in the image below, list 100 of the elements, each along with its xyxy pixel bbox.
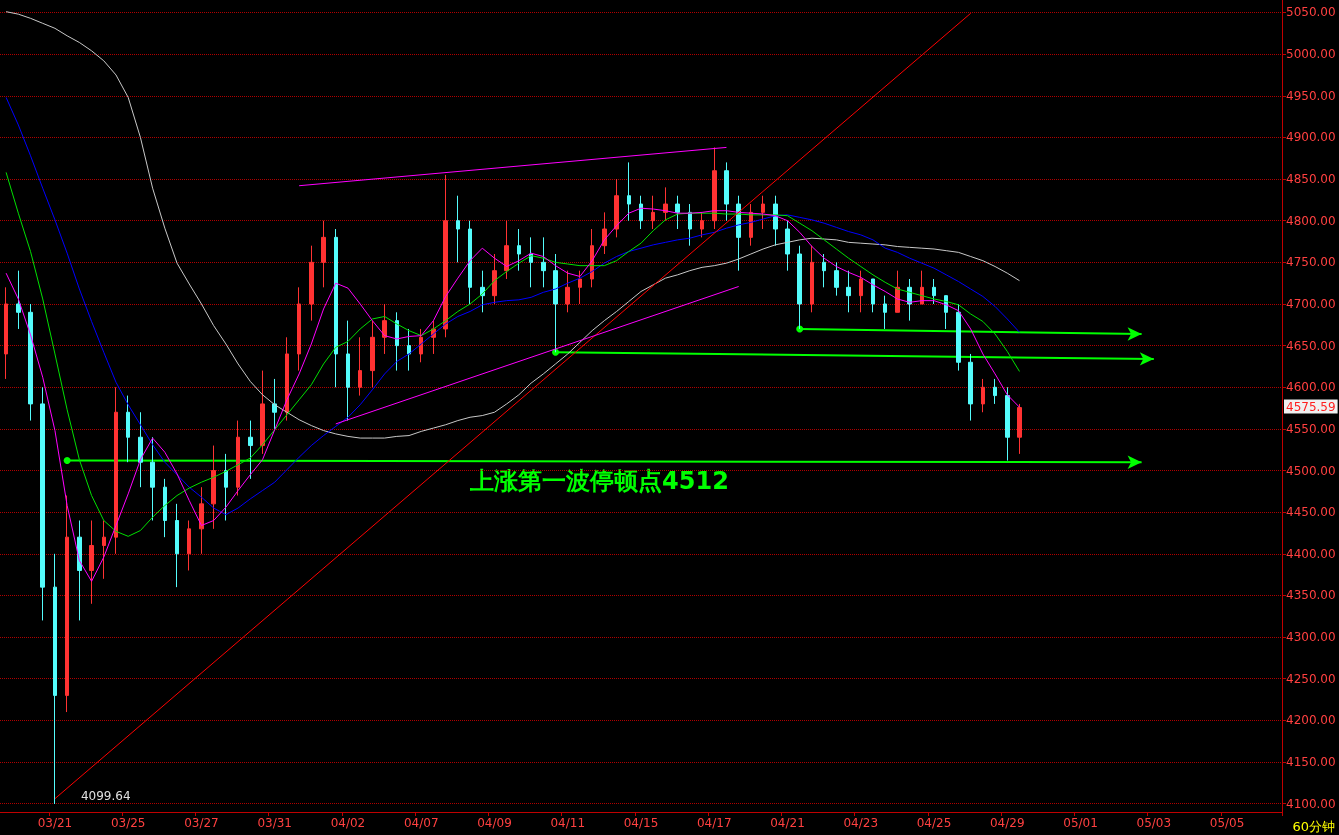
x-tick-label: 05/05 [1209, 816, 1245, 830]
candlestick [358, 336, 362, 397]
y-tick-label: 4850.00 [1286, 172, 1336, 187]
x-tick-label: 04/21 [770, 816, 805, 830]
y-tick-label: 4300.00 [1286, 630, 1336, 645]
candlestick [370, 320, 375, 388]
candlestick [321, 220, 326, 288]
candlestick [419, 328, 423, 363]
y-tick-label: 4350.00 [1286, 588, 1336, 603]
y-tick-label: 4400.00 [1286, 546, 1336, 561]
x-tick-label: 03/21 [37, 816, 73, 830]
candlestick [846, 270, 851, 313]
candlestick [40, 386, 45, 621]
candlestick [16, 270, 21, 330]
candlestick [1017, 403, 1022, 455]
y-tick-label: 4500.00 [1286, 463, 1336, 478]
y-tick-label: 4600.00 [1286, 380, 1336, 395]
text: 4575.59 [1286, 399, 1336, 414]
candlestick [443, 174, 448, 338]
candlestick [993, 378, 997, 405]
x-tick-label: 05/01 [1063, 816, 1098, 830]
candlestick [126, 395, 130, 463]
candlestick [797, 245, 802, 330]
candlestick [236, 420, 240, 497]
candlestick [785, 220, 790, 272]
annotation: 4099.64 [80, 788, 131, 803]
candlestick [504, 220, 509, 280]
candlestick [541, 236, 546, 288]
x-tick-label: 03/31 [257, 816, 293, 830]
line-series [5, 11, 1020, 439]
candlestick [175, 503, 179, 588]
candlestick [688, 203, 692, 247]
candlestick [456, 195, 460, 263]
candlestick [810, 245, 814, 313]
candlestick [77, 520, 82, 621]
candlestick [565, 270, 570, 313]
candlestick [712, 146, 717, 230]
candlestick [981, 378, 985, 413]
candlestick [639, 195, 643, 230]
candlestick [346, 320, 350, 422]
candlestick [529, 236, 533, 288]
y-tick-label: 4950.00 [1286, 88, 1336, 103]
line-series [5, 96, 1020, 516]
candlestick [53, 553, 57, 805]
y-tick-label: 5000.00 [1286, 47, 1336, 62]
y-tick-label: 4150.00 [1286, 755, 1336, 770]
candlestick [968, 353, 973, 422]
candlestick [602, 211, 607, 255]
candlestick [578, 270, 582, 305]
candlestick [492, 253, 497, 305]
candlestick [199, 486, 204, 555]
candlestick [883, 295, 887, 330]
candlestick [773, 195, 778, 247]
y-tick-label: 4650.00 [1286, 338, 1336, 353]
x-tick-label: 04/29 [989, 816, 1025, 830]
y-tick-label: 4700.00 [1286, 296, 1336, 311]
candlestick [211, 445, 216, 530]
candlestick [260, 370, 265, 455]
candlestick [102, 520, 106, 580]
y-tick-label: 5050.00 [1286, 5, 1336, 20]
y-tick-label: 4200.00 [1286, 713, 1336, 728]
candlestick [309, 245, 314, 322]
annotation: 上涨第一波停顿点4512 [469, 466, 729, 495]
x-tick-label: 03/27 [184, 816, 219, 830]
y-tick-label: 4550.00 [1286, 421, 1336, 436]
candlestick [334, 228, 338, 388]
candlestick [932, 278, 936, 305]
candlestick [285, 336, 289, 422]
y-tick-label: 4900.00 [1286, 130, 1336, 145]
x-tick-label: 04/11 [550, 816, 586, 830]
candlestick [956, 303, 961, 372]
x-tick-label: 04/25 [916, 816, 952, 830]
candlestick [163, 478, 167, 538]
candlestick [1005, 386, 1010, 462]
candlestick [395, 311, 399, 372]
candlestick [224, 453, 228, 522]
candlestick [859, 270, 863, 313]
candlestick [248, 420, 253, 480]
x-tick-label: 04/17 [696, 816, 732, 830]
candlestick [822, 253, 826, 288]
candlestick [700, 211, 704, 238]
candlestick [468, 220, 472, 305]
candlestick [895, 270, 900, 313]
candlestick [517, 228, 521, 272]
candlestick [761, 195, 765, 230]
candlestick [407, 328, 411, 372]
y-tick-label: 4450.00 [1286, 505, 1336, 520]
x-tick-label: 04/09 [477, 816, 512, 830]
x-tick-label: 04/15 [623, 816, 659, 830]
candlestick [480, 270, 485, 313]
candlestick [4, 286, 8, 380]
y-tick-label: 4100.00 [1286, 796, 1336, 811]
x-tick-label: 04/07 [403, 816, 439, 830]
candlestick [272, 378, 277, 430]
candlestick [724, 161, 729, 222]
candlestick [297, 286, 301, 372]
y-tick-label: 4750.00 [1286, 255, 1336, 270]
candlestick [675, 195, 680, 230]
y-tick-label: 4800.00 [1286, 213, 1336, 228]
x-tick-label: 05/03 [1136, 816, 1172, 830]
